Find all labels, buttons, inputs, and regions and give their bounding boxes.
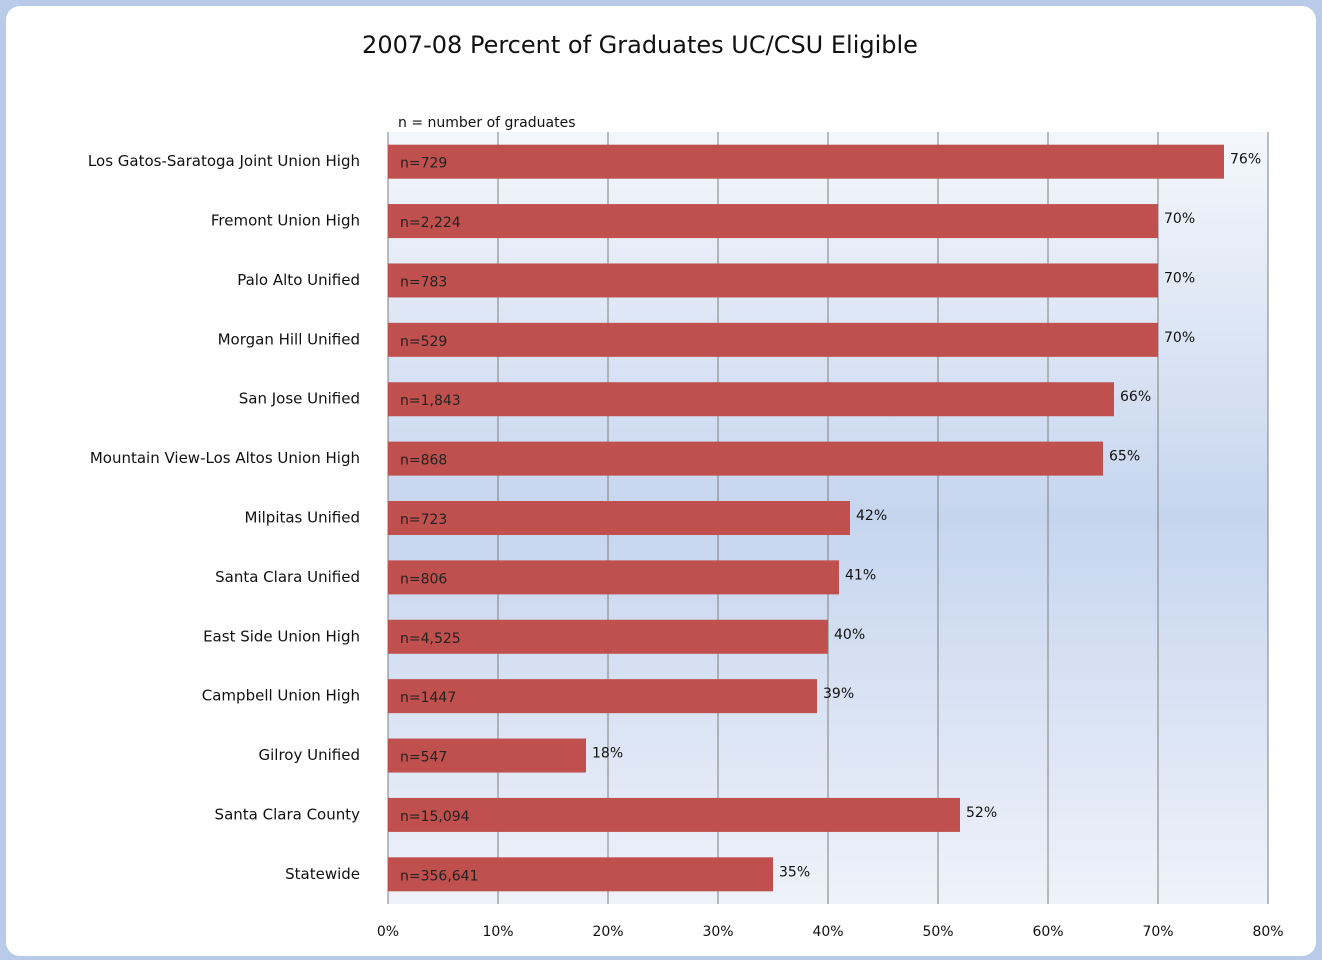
n-label: n=356,641 <box>400 868 479 884</box>
n-label: n=547 <box>400 750 447 766</box>
annotation: n = number of graduates <box>398 115 576 131</box>
value-label: 70% <box>1164 330 1195 346</box>
value-label: 52% <box>966 805 997 821</box>
bar <box>388 144 1224 179</box>
value-label: 76% <box>1230 152 1261 168</box>
bar <box>388 619 828 654</box>
x-tick-label: 80% <box>1252 924 1283 940</box>
x-tick-label: 50% <box>922 924 953 940</box>
value-label: 39% <box>823 686 854 702</box>
bar <box>388 560 839 595</box>
y-tick-label: Santa Clara Unified <box>215 568 360 586</box>
x-tick-label: 60% <box>1032 924 1063 940</box>
y-tick-label: Statewide <box>285 865 360 883</box>
y-tick-label: Mountain View-Los Altos Union High <box>90 449 360 467</box>
x-tick-label: 20% <box>592 924 623 940</box>
bar <box>388 441 1103 476</box>
n-label: n=529 <box>400 334 447 350</box>
bar <box>388 204 1158 239</box>
n-label: n=4,525 <box>400 631 461 647</box>
y-tick-label: Milpitas Unified <box>245 509 360 527</box>
y-tick-label: Fremont Union High <box>211 212 360 230</box>
y-tick-label: Gilroy Unified <box>259 746 360 764</box>
bar <box>388 322 1158 357</box>
y-tick-label: Palo Alto Unified <box>237 271 360 289</box>
chart-title: 2007-08 Percent of Graduates UC/CSU Elig… <box>362 31 918 59</box>
x-tick-label: 40% <box>812 924 843 940</box>
x-tick-label: 30% <box>702 924 733 940</box>
x-tick-label: 70% <box>1142 924 1173 940</box>
y-tick-label: Los Gatos-Saratoga Joint Union High <box>88 152 360 170</box>
value-label: 40% <box>834 627 865 643</box>
value-label: 35% <box>779 864 810 880</box>
bar <box>388 738 586 773</box>
bar <box>388 679 817 714</box>
y-tick-label: Santa Clara County <box>215 805 361 823</box>
x-tick-label: 0% <box>377 924 399 940</box>
n-label: n=783 <box>400 274 447 290</box>
value-label: 70% <box>1164 270 1195 286</box>
n-label: n=723 <box>400 512 447 528</box>
value-label: 41% <box>845 567 876 583</box>
value-label: 65% <box>1109 449 1140 465</box>
bar <box>388 263 1158 298</box>
bar <box>388 797 960 832</box>
value-label: 42% <box>856 508 887 524</box>
n-label: n=868 <box>400 453 447 469</box>
y-tick-label: Campbell Union High <box>202 687 360 705</box>
value-label: 18% <box>592 746 623 762</box>
n-label: n=1447 <box>400 690 456 706</box>
n-label: n=1,843 <box>400 393 461 409</box>
n-label: n=729 <box>400 156 447 172</box>
y-tick-label: East Side Union High <box>203 627 360 645</box>
value-label: 70% <box>1164 211 1195 227</box>
y-tick-label: Morgan Hill Unified <box>218 330 360 348</box>
bar <box>388 857 773 892</box>
n-label: n=2,224 <box>400 215 461 231</box>
value-label: 66% <box>1120 389 1151 405</box>
n-label: n=806 <box>400 571 447 587</box>
y-tick-label: San Jose Unified <box>239 390 360 408</box>
x-tick-label: 10% <box>482 924 513 940</box>
n-label: n=15,094 <box>400 809 470 825</box>
bar <box>388 382 1114 417</box>
bar <box>388 501 850 535</box>
